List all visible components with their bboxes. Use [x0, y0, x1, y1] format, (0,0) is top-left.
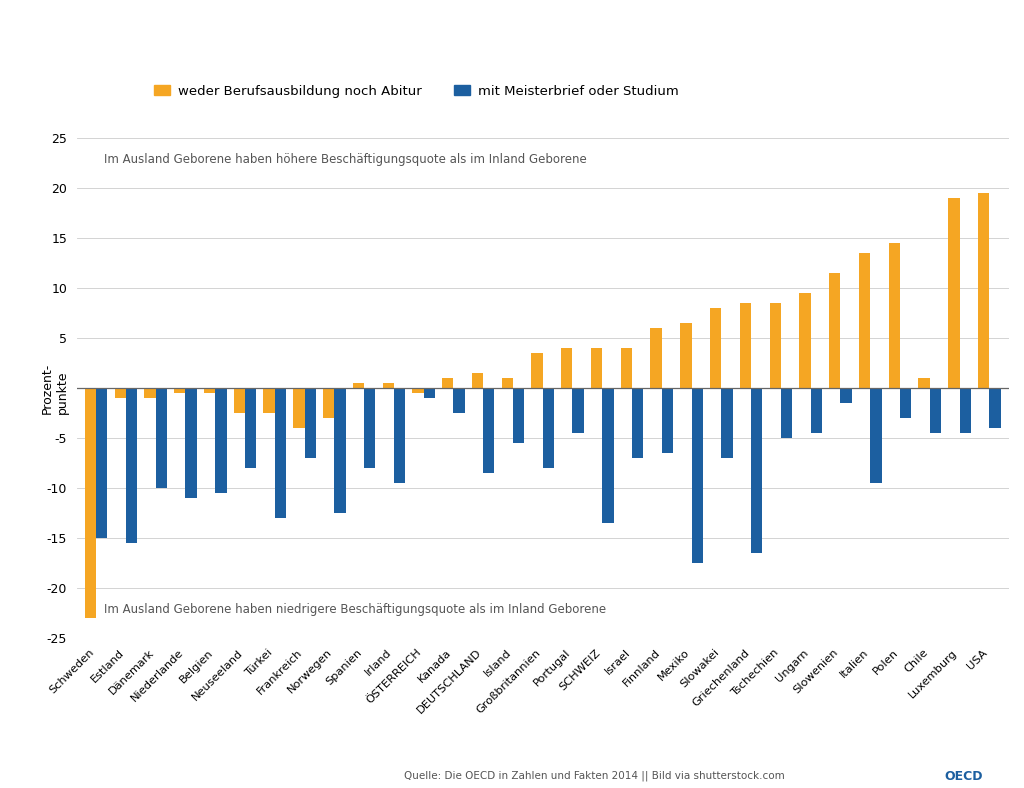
Bar: [900, 388, 911, 418]
Bar: [602, 388, 613, 523]
Bar: [561, 348, 572, 388]
Bar: [144, 388, 156, 398]
Bar: [739, 303, 752, 388]
Text: Migration & Beschäftigung: Migration & Beschäftigung: [49, 22, 575, 57]
Bar: [353, 383, 365, 388]
Legend: weder Berufsausbildung noch Abitur, mit Meisterbrief oder Studium: weder Berufsausbildung noch Abitur, mit …: [148, 80, 684, 103]
Bar: [365, 388, 376, 468]
Bar: [710, 308, 721, 388]
Bar: [680, 323, 691, 388]
Bar: [323, 388, 334, 418]
Bar: [126, 388, 137, 543]
Text: )): )): [0, 27, 39, 84]
Bar: [274, 388, 286, 519]
Bar: [204, 388, 215, 393]
Bar: [334, 388, 346, 513]
Bar: [472, 373, 483, 388]
Bar: [870, 388, 882, 483]
Bar: [185, 388, 197, 498]
Bar: [394, 388, 406, 483]
Bar: [662, 388, 673, 453]
Bar: [572, 388, 584, 433]
Bar: [691, 388, 702, 563]
Bar: [531, 353, 543, 388]
Bar: [919, 378, 930, 388]
Bar: [632, 388, 643, 458]
Text: OECD: OECD: [944, 770, 983, 783]
Bar: [770, 303, 781, 388]
Bar: [650, 328, 662, 388]
Bar: [156, 388, 167, 489]
Bar: [424, 388, 435, 398]
Bar: [442, 378, 454, 388]
Bar: [245, 388, 256, 468]
Text: Im Ausland Geborene haben höhere Beschäftigungsquote als im Inland Geborene: Im Ausland Geborene haben höhere Beschäf…: [104, 153, 587, 166]
Bar: [948, 198, 959, 388]
Bar: [621, 348, 632, 388]
Bar: [513, 388, 524, 443]
Bar: [800, 293, 811, 388]
Text: Quelle: Die OECD in Zahlen und Fakten 2014 || Bild via shutterstock.com: Quelle: Die OECD in Zahlen und Fakten 20…: [403, 771, 784, 781]
Bar: [930, 388, 941, 433]
Bar: [752, 388, 763, 553]
Bar: [841, 388, 852, 403]
Bar: [85, 388, 96, 619]
Bar: [889, 243, 900, 388]
Text: Abstand zw. Beschäftigungsquoten im Inland und im Ausland geborener Bevölkerung : Abstand zw. Beschäftigungsquoten im Inla…: [49, 86, 834, 99]
Bar: [978, 193, 989, 388]
Bar: [293, 388, 304, 428]
Bar: [233, 388, 245, 413]
Bar: [96, 388, 108, 538]
Bar: [383, 383, 394, 388]
Bar: [859, 253, 870, 388]
Bar: [543, 388, 554, 468]
Bar: [502, 378, 513, 388]
Bar: [781, 388, 793, 438]
Bar: [115, 388, 126, 398]
Bar: [174, 388, 185, 393]
Bar: [829, 273, 841, 388]
Bar: [304, 388, 315, 458]
Bar: [215, 388, 226, 493]
Bar: [721, 388, 732, 458]
Bar: [989, 388, 1000, 428]
Y-axis label: Prozent-
punkte: Prozent- punkte: [41, 362, 70, 414]
Text: Im Ausland Geborene haben niedrigere Beschäftigungsquote als im Inland Geborene: Im Ausland Geborene haben niedrigere Bes…: [104, 604, 606, 616]
Bar: [959, 388, 971, 433]
Bar: [454, 388, 465, 413]
Bar: [263, 388, 274, 413]
Bar: [591, 348, 602, 388]
Bar: [483, 388, 495, 473]
Bar: [413, 388, 424, 393]
Bar: [811, 388, 822, 433]
